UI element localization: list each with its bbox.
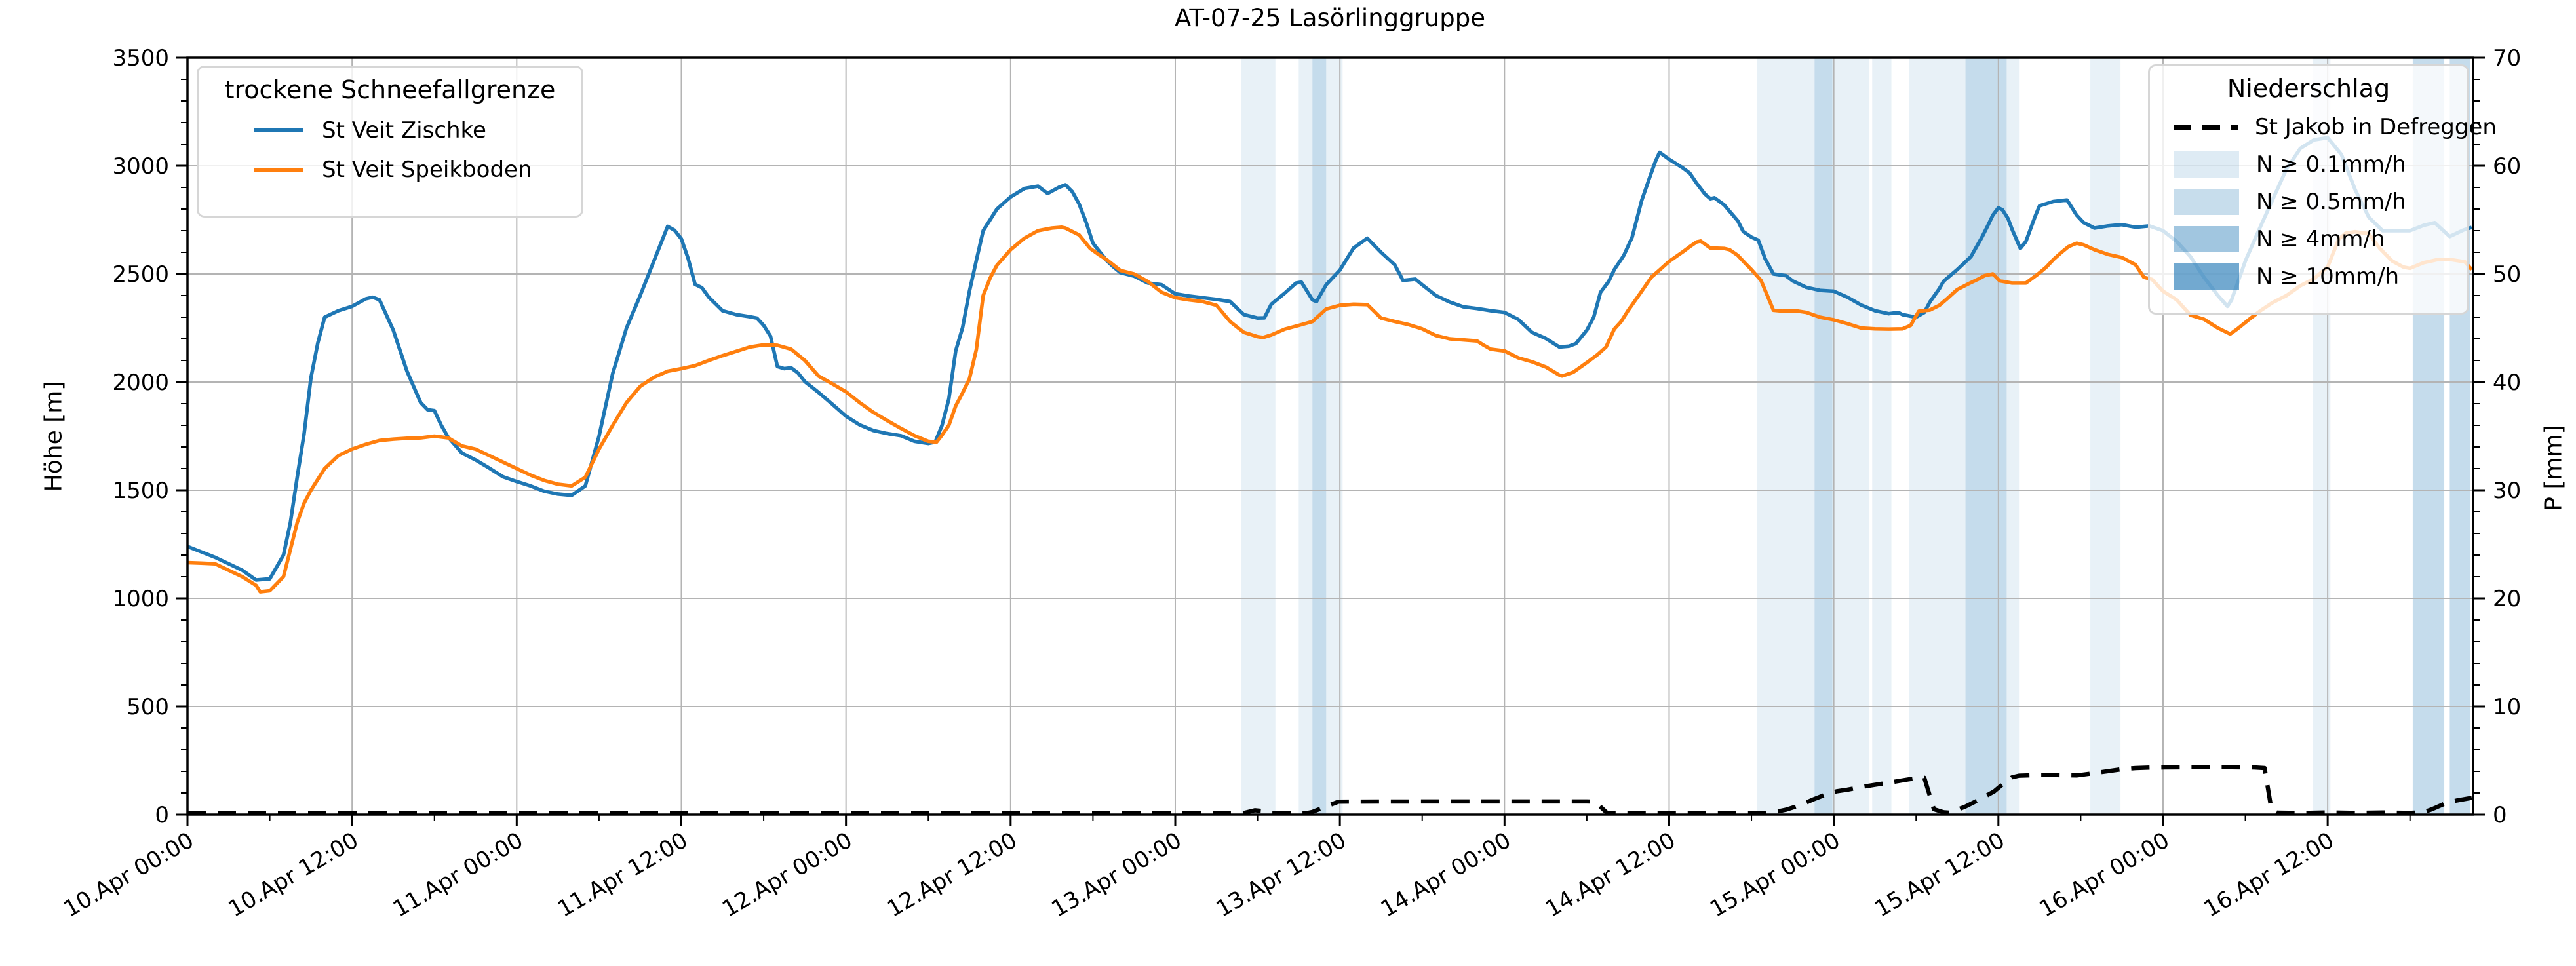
legend-item-stjakob: St Jakob in Defreggen — [2174, 114, 2497, 140]
x-tick-label: 15.Apr 00:00 — [1706, 827, 1844, 922]
precip-band — [2006, 58, 2020, 815]
legend-item-n10: N ≥ 10mm/h — [2174, 263, 2467, 290]
x-tick-label: 10.Apr 00:00 — [60, 827, 199, 922]
x-tick-label: 14.Apr 12:00 — [1541, 827, 1680, 922]
y-left-tick-label: 2500 — [112, 261, 169, 288]
series-st-veit-speikboden — [187, 225, 2473, 594]
precip-band — [1909, 58, 1966, 815]
legend-item-label: N ≥ 10mm/h — [2256, 263, 2400, 290]
precip-band — [1757, 58, 1815, 815]
y-left-tick-label: 1000 — [112, 586, 169, 612]
band-swatch-4mm — [2174, 226, 2239, 252]
legend-item-label: N ≥ 4mm/h — [2256, 226, 2385, 252]
legend-item-n01: N ≥ 0.1mm/h — [2174, 151, 2467, 178]
y-right-tick-label: 10 — [2493, 694, 2521, 720]
legend-item-n05: N ≥ 0.5mm/h — [2174, 189, 2467, 215]
y-right-tick-label: 40 — [2493, 370, 2521, 396]
y-right-tick-label: 20 — [2493, 586, 2521, 612]
x-tick-label: 13.Apr 12:00 — [1212, 827, 1351, 922]
legend-item-label: N ≥ 0.5mm/h — [2256, 189, 2406, 215]
band-swatch-10mm — [2174, 263, 2239, 290]
precip-band — [1312, 58, 1327, 815]
x-tick-label: 16.Apr 00:00 — [2035, 827, 2174, 922]
band-swatch-05mm — [2174, 189, 2239, 215]
precip-band — [1814, 58, 1833, 815]
y-left-tick-label: 3500 — [112, 45, 169, 71]
chart-title: AT-07-25 Lasörlinggruppe — [1174, 4, 1486, 32]
ticks-layer — [176, 56, 2485, 826]
legend-item-label: St Veit Speikboden — [322, 157, 532, 183]
precip-bands-layer — [1241, 58, 2470, 815]
x-tick-label: 13.Apr 00:00 — [1047, 827, 1186, 922]
y-right-tick-label: 50 — [2493, 261, 2521, 288]
legend-niederschlag-title: Niederschlag — [2227, 74, 2391, 103]
y-right-tick-label: 0 — [2493, 802, 2507, 828]
x-tick-label: 11.Apr 00:00 — [389, 827, 528, 922]
precip-band — [1965, 58, 2007, 815]
x-tick-label: 16.Apr 12:00 — [2200, 827, 2339, 922]
y-left-tick-label: 1500 — [112, 478, 169, 504]
x-tick-label: 11.Apr 12:00 — [553, 827, 692, 922]
legend-schneefallgrenze: trockene Schneefallgrenze St Veit Zischk… — [197, 66, 583, 218]
precip-band — [1872, 58, 1892, 815]
line-swatch-orange — [254, 168, 303, 172]
precip-band — [2090, 58, 2121, 815]
legend-item-speikboden: St Veit Speikboden — [254, 157, 581, 183]
legend-item-label: N ≥ 0.1mm/h — [2256, 151, 2406, 178]
y-left-tick-label: 2000 — [112, 370, 169, 396]
x-tick-label: 14.Apr 00:00 — [1376, 827, 1515, 922]
band-swatch-01mm — [2174, 151, 2239, 178]
x-tick-label: 12.Apr 12:00 — [882, 827, 1021, 922]
x-tick-label: 12.Apr 00:00 — [718, 827, 857, 922]
legend-item-n4: N ≥ 4mm/h — [2174, 226, 2467, 252]
dashed-line-swatch — [2174, 125, 2238, 130]
x-tick-label: 10.Apr 12:00 — [224, 827, 363, 922]
y-right-tick-label: 30 — [2493, 478, 2521, 504]
y-right-tick-label: 60 — [2493, 153, 2521, 180]
line-swatch-blue — [254, 128, 303, 132]
y-left-tick-label: 500 — [127, 694, 169, 720]
series-st-jakob-in-defreggen — [187, 765, 2472, 816]
legend-niederschlag: Niederschlag St Jakob in Defreggen N ≥ 0… — [2148, 64, 2497, 315]
precip-band — [1298, 58, 1313, 815]
precip-band — [1832, 58, 1870, 815]
legend-item-zischke: St Veit Zischke — [254, 117, 581, 144]
y-axis-label-p: P [mm] — [2540, 425, 2567, 511]
y-axis-label-hoehe: Höhe [m] — [40, 381, 68, 492]
precip-band — [1241, 58, 1276, 815]
y-left-tick-label: 3000 — [112, 153, 169, 180]
legend-item-label: St Jakob in Defreggen — [2255, 114, 2497, 140]
y-left-tick-label: 0 — [155, 802, 169, 828]
y-right-tick-label: 70 — [2493, 45, 2521, 71]
x-tick-label: 15.Apr 12:00 — [1870, 827, 2009, 922]
legend-schneefallgrenze-title: trockene Schneefallgrenze — [224, 75, 556, 104]
legend-item-label: St Veit Zischke — [322, 117, 486, 144]
plot-border — [186, 56, 2474, 816]
